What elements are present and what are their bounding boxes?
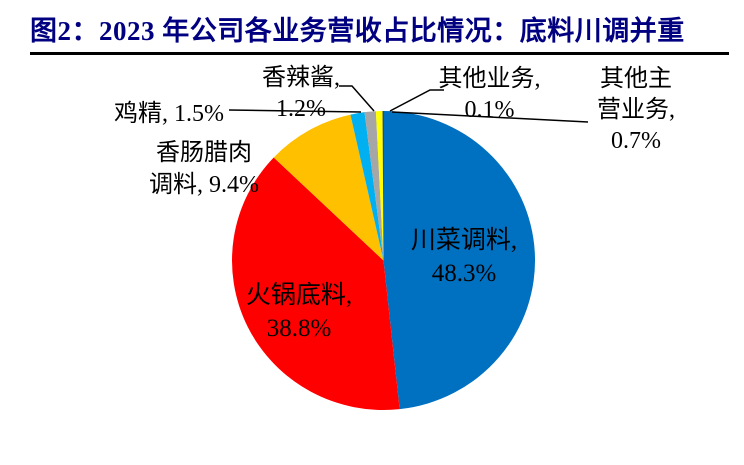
data-label-xiangchang-larou: 香肠腊肉 调料, 9.4%	[149, 140, 259, 198]
leader-line-xianglajiang	[339, 85, 375, 112]
pie-slice-qita-zhuying-yewu	[375, 111, 384, 261]
figure-title: 图2：2023 年公司各业务营收占比情况：底料川调并重	[30, 16, 685, 46]
data-label-jijing: 鸡精, 1.5%	[114, 101, 224, 127]
data-label-chuancai-tiaoliao: 川菜调料, 48.3%	[410, 227, 518, 287]
leader-lines	[228, 85, 589, 123]
leader-line-jijing	[228, 109, 362, 113]
data-label-huoguo-diliao: 火锅底料, 38.8%	[245, 282, 353, 342]
pie-slice-chuancai-tiaoliao	[383, 111, 536, 410]
data-label-xianglajiang: 香辣酱, 1.2%	[262, 65, 340, 122]
leader-line-qita-yewu	[389, 89, 444, 112]
pie-slice-jijing	[350, 112, 384, 261]
pie-slice-huoguo-diliao	[232, 157, 400, 411]
leader-line-qita-zhuying-yewu	[391, 111, 589, 123]
data-label-qita-zhuying-yewu: 其他主 营业务, 0.7%	[597, 66, 675, 154]
data-label-qita-yewu: 其他业务, 0.1%	[438, 66, 541, 123]
pie-slice-xiangchang-larou-tiaoliao	[273, 114, 384, 261]
title-divider-rule	[30, 52, 729, 55]
pie-slice-xianglajiang	[364, 111, 384, 261]
pie-slice-qita-yewu	[382, 110, 384, 261]
